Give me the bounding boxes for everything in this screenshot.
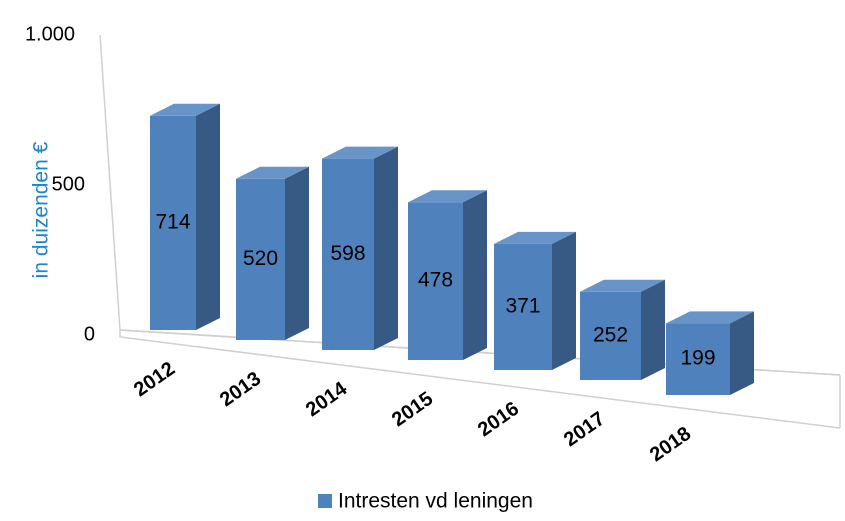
bar	[150, 115, 196, 330]
x-tick-label: 2017	[560, 408, 609, 452]
bar	[322, 158, 374, 350]
y-tick-label: 0	[84, 323, 95, 345]
x-tick-label: 2014	[302, 377, 352, 421]
value-label: 252	[593, 323, 628, 346]
legend-label: Intresten vd leningen	[338, 490, 533, 513]
bar-top	[236, 166, 309, 179]
bar-side	[285, 166, 309, 340]
y-tick-label: 1.000	[25, 23, 75, 45]
bar-top	[666, 311, 754, 324]
value-label: 598	[330, 242, 365, 265]
bar-side	[552, 231, 576, 370]
value-label: 371	[505, 294, 540, 317]
bar	[236, 178, 285, 340]
x-tick-label: 2016	[474, 398, 523, 442]
value-label: 199	[680, 347, 715, 370]
value-label: 714	[155, 210, 190, 233]
bar-top	[408, 190, 487, 203]
y-axis-label: in duizenden €	[30, 141, 53, 278]
value-label: 478	[418, 269, 453, 292]
floor-front	[119, 330, 841, 429]
bar-top	[150, 103, 220, 116]
x-tick-label: 2012	[130, 358, 179, 402]
x-tick-label: 2018	[646, 423, 695, 467]
bar-side	[196, 103, 220, 330]
bar-side	[463, 190, 487, 360]
bar-side	[374, 146, 398, 350]
bar-side	[641, 279, 665, 380]
x-tick-label: 2013	[216, 368, 265, 412]
x-tick-label: 2015	[388, 388, 437, 432]
bar	[666, 323, 730, 395]
value-label: 520	[243, 247, 278, 270]
bar	[580, 291, 641, 380]
bar-top	[322, 146, 398, 159]
bar	[494, 243, 552, 370]
bar-top	[494, 231, 576, 244]
y-tick-label: 500	[52, 173, 85, 195]
bar	[408, 202, 463, 360]
bar-top	[580, 279, 665, 292]
legend-swatch	[318, 494, 332, 508]
bar-side	[730, 311, 754, 395]
